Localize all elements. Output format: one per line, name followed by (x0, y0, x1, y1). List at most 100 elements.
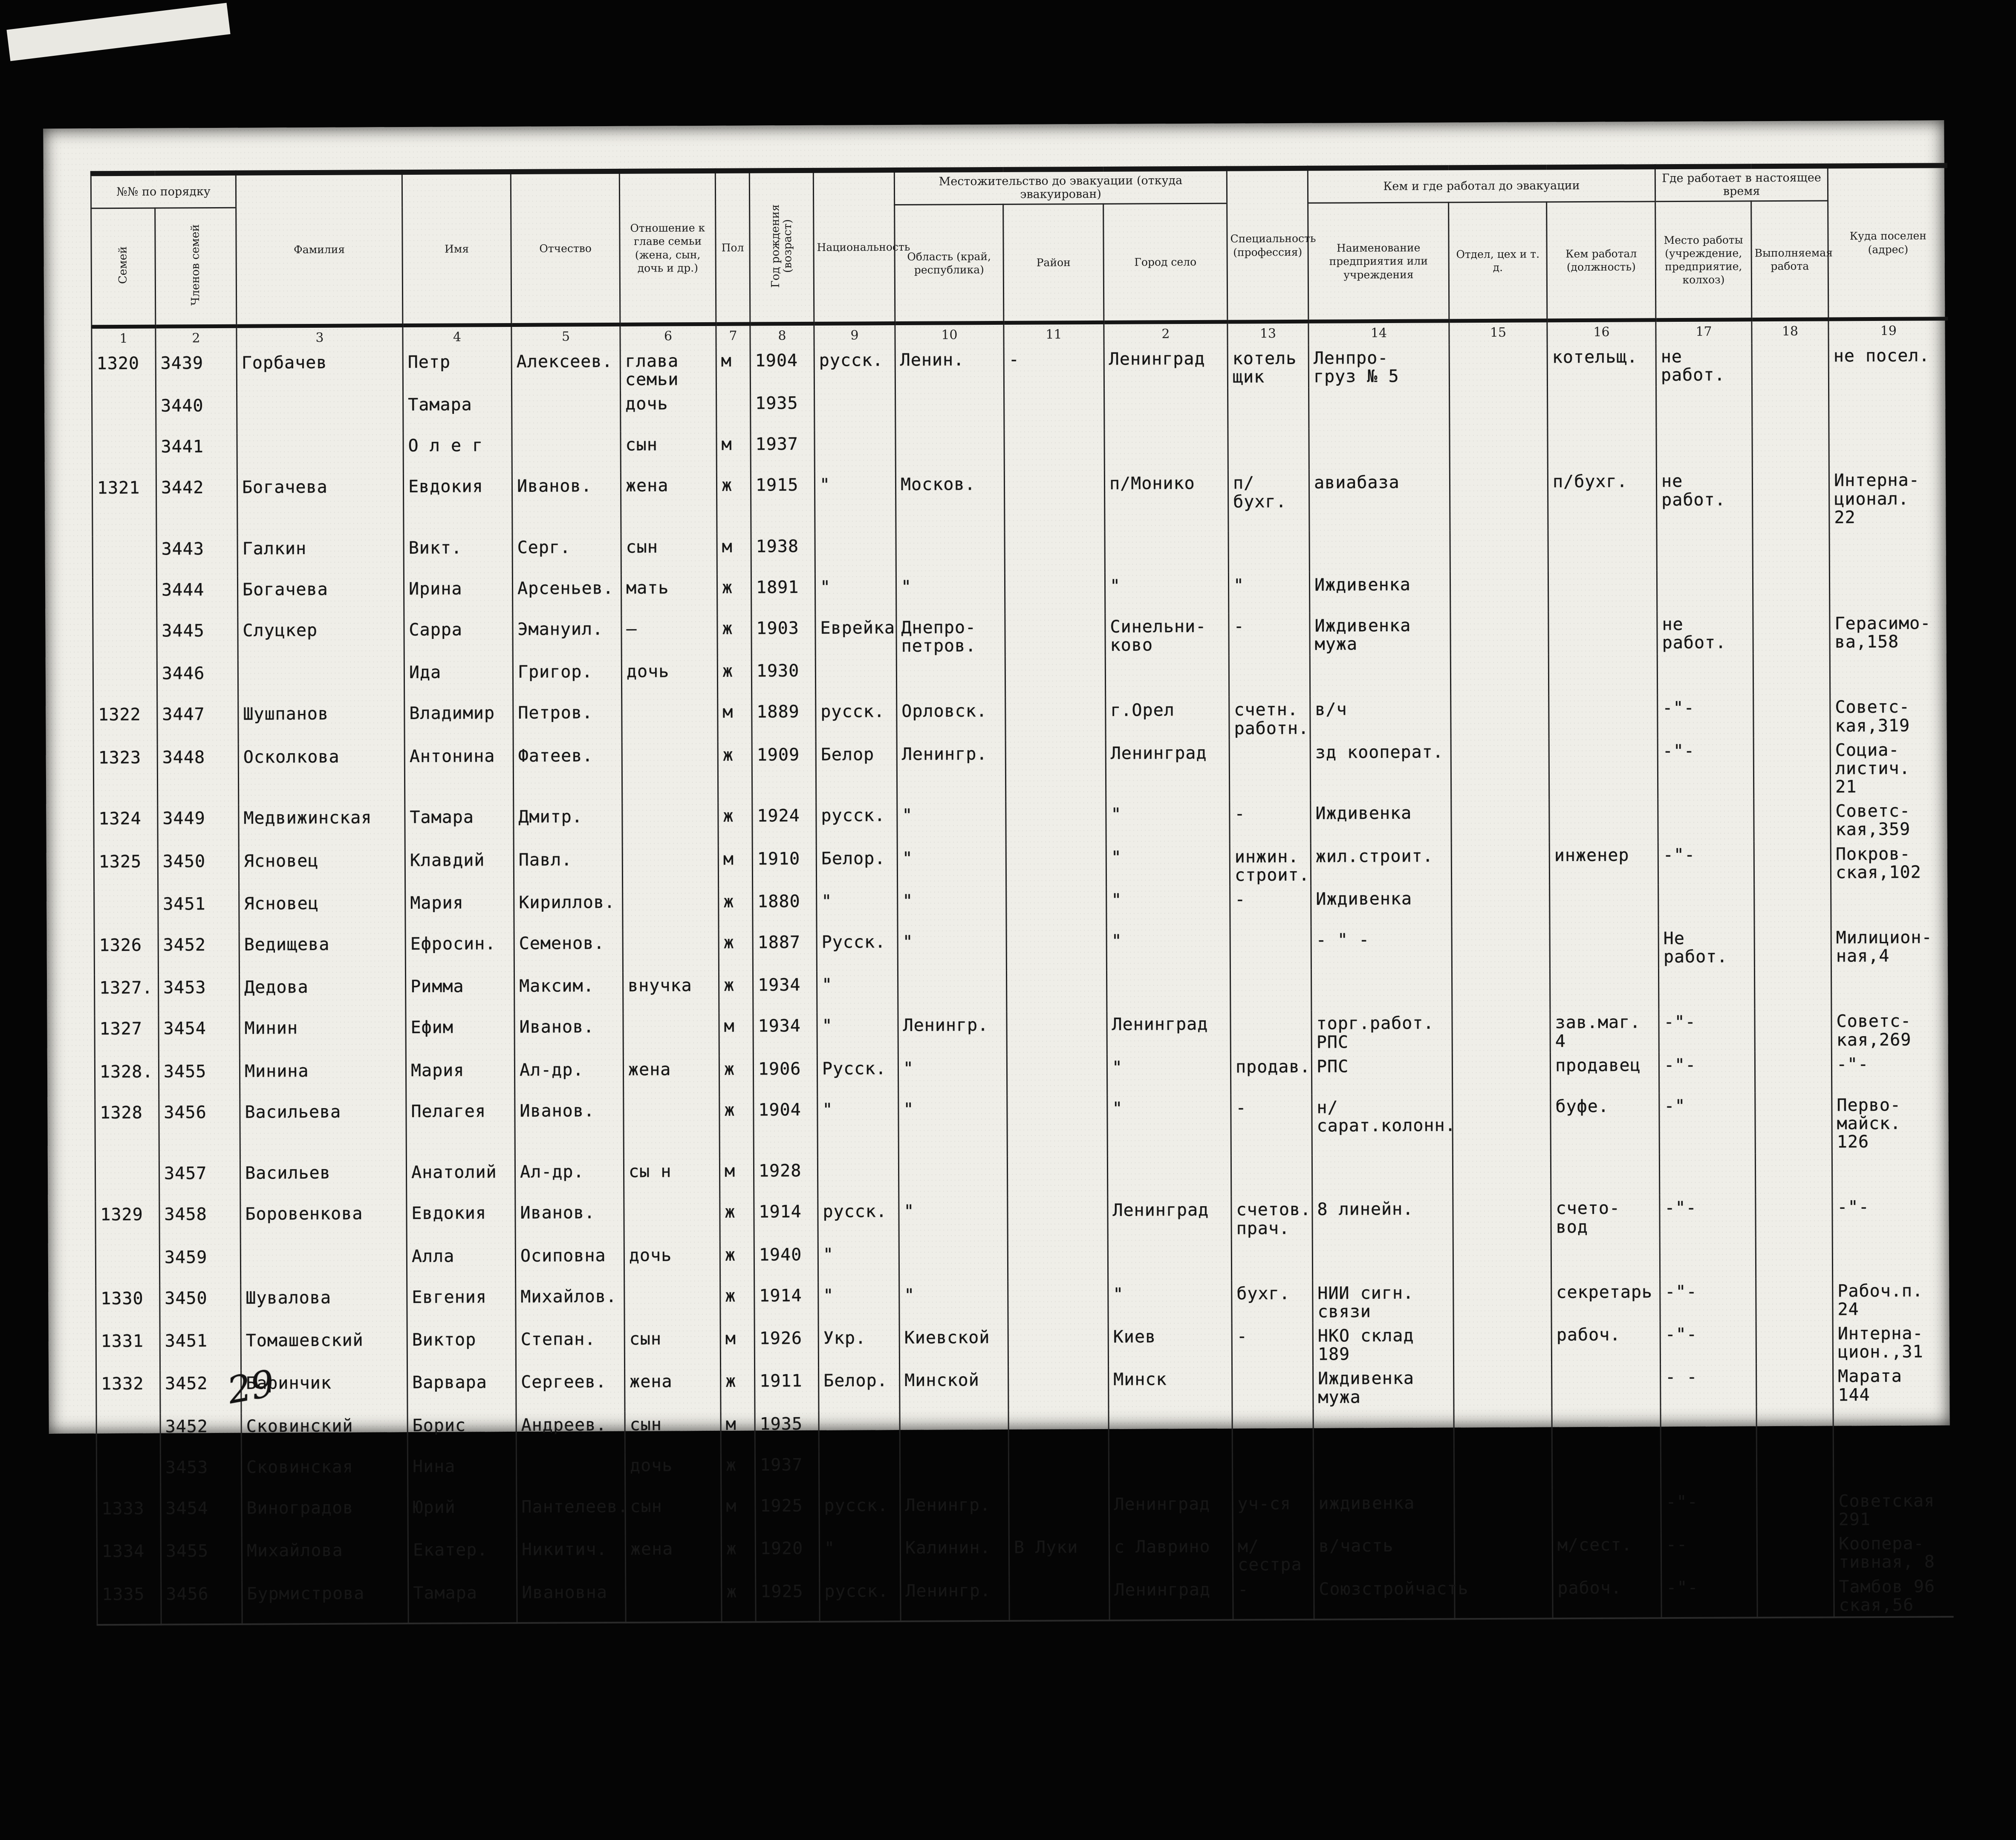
table-cell: Ведищева (239, 931, 406, 975)
table-cell: ж (718, 888, 753, 930)
table-cell (1548, 529, 1657, 571)
table-cell: 3441 (156, 433, 237, 475)
table-cell: -"- (1657, 694, 1754, 738)
table-cell: 1331 (96, 1328, 160, 1371)
table-cell: 3455 (161, 1537, 242, 1581)
table-cell: Евгения (407, 1283, 516, 1327)
table-cell: Варвара (407, 1369, 517, 1412)
table-row: 1330 3450 Шувалова Евгения Михайлов. ж 1914 " " "… (95, 1277, 1952, 1329)
table-cell: Семенов. (514, 930, 623, 973)
table-cell: Виноградов (241, 1494, 408, 1538)
registry-table: №№ по порядку Фамилия Имя Отчество Отнош… (90, 163, 1954, 1626)
table-cell: Ленпро- груз № 5 (1308, 344, 1450, 388)
table-cell (1449, 344, 1548, 387)
table-cell (1104, 388, 1228, 430)
column-number: 9 (814, 323, 895, 347)
table-cell: инжин. строит. (1230, 843, 1311, 887)
table-cell (511, 391, 621, 433)
table-cell (1454, 1407, 1552, 1449)
table-cell: русск. (819, 1492, 901, 1536)
table-cell: Кириллов. (514, 889, 623, 930)
table-cell (1658, 884, 1755, 926)
table-cell: 3445 (156, 617, 238, 661)
col-header-birth-year: Год рождения (возраст) (749, 170, 814, 324)
table-row: 3440 Тамара дочь 1935 (92, 385, 1949, 434)
table-cell: 1903 (751, 615, 816, 658)
table-cell: " (819, 1535, 901, 1578)
table-cell: - " - (1311, 926, 1452, 970)
table-cell (1453, 1195, 1551, 1239)
table-cell (237, 433, 404, 475)
column-number: 2 (1103, 322, 1228, 346)
table-cell: 3448 (157, 744, 239, 806)
table-cell: " (1107, 1054, 1231, 1095)
table-row: 1328. 3455 Минина Мария Ал-др. жена ж 1906 Русск… (95, 1050, 1951, 1100)
table-cell: Богачева (237, 576, 404, 618)
table-cell (1232, 1408, 1314, 1450)
table-cell (1552, 1448, 1661, 1490)
table-cell: ж (718, 803, 753, 846)
table-cell: Петр (403, 348, 512, 392)
table-cell: Иванов. (512, 473, 621, 534)
table-cell: -"- (1661, 1574, 1758, 1618)
table-cell: не работ. (1656, 343, 1752, 387)
table-cell: " (898, 1095, 1008, 1158)
table-cell: 3440 (156, 393, 237, 434)
table-cell (1007, 1095, 1108, 1157)
table-cell: мать (621, 574, 717, 616)
table-cell: Минской (899, 1367, 1008, 1410)
table-cell: глава семьи (620, 347, 716, 391)
table-cell (1552, 1407, 1661, 1449)
table-cell: 1335 (97, 1581, 162, 1625)
table-cell: дочь (621, 658, 718, 700)
table-body: 1320 3439 Горбачев Петр Алексеев. глава семьи… (92, 342, 1954, 1625)
table-cell: Тамара (403, 391, 512, 433)
table-cell (900, 1450, 1009, 1492)
table-cell (624, 1199, 720, 1242)
column-number: 2 (155, 326, 237, 350)
table-cell: " (898, 928, 1007, 972)
table-cell: н/сарат.колонн. (1311, 1094, 1456, 1156)
table-cell: Днепро- петров. (896, 614, 1005, 658)
table-cell: ж (716, 472, 751, 534)
table-cell (1006, 844, 1106, 887)
table-cell (1550, 968, 1659, 1010)
table-cell: Еврейка (815, 614, 897, 658)
table-cell: 1935 (750, 390, 814, 431)
table-cell: продав. (1230, 1053, 1312, 1095)
table-cell: " (816, 888, 898, 929)
table-cell (1005, 613, 1106, 657)
table-cell (622, 803, 719, 846)
table-cell (1231, 1155, 1312, 1197)
table-cell: Синельни- ково (1105, 613, 1229, 657)
table-cell: 1891 (751, 574, 815, 615)
table-row: 1333 3454 Виноградов Юрий Пантелеев. сын м 1925… (96, 1488, 1953, 1539)
table-cell: Михайлова (242, 1537, 408, 1581)
column-number: 5 (511, 324, 621, 349)
table-cell (1753, 653, 1830, 695)
table-cell: жена (625, 1536, 722, 1579)
table-cell (896, 657, 1005, 699)
table-cell (1005, 740, 1106, 802)
table-cell: " (1106, 843, 1230, 887)
table-cell: 3456 (161, 1580, 243, 1625)
table-cell: Ефросин. (405, 930, 514, 974)
table-cell (1656, 386, 1752, 428)
table-cell: п/бухг. (1548, 468, 1657, 530)
table-cell (1833, 1406, 1953, 1447)
table-cell (1753, 737, 1831, 799)
table-cell: Пантелеев. (516, 1493, 628, 1537)
table-cell: Минина (240, 1057, 406, 1099)
table-cell: 8 линейн. (1312, 1196, 1453, 1239)
table-cell: не работ. (1656, 468, 1753, 530)
table-row: 1332 3452 Баринчик Варвара Сергеев. жена ж 1911… (96, 1363, 1953, 1414)
table-cell (1656, 427, 1753, 468)
col-header-raion: Район (1003, 204, 1104, 323)
table-cell: 1925 (755, 1492, 820, 1536)
table-cell (1757, 1531, 1834, 1574)
table-cell (1452, 1009, 1551, 1053)
table-row: 3441 О л е г сын м 1937 (92, 426, 1949, 475)
table-cell (1231, 1239, 1313, 1281)
table-cell: -"- (1831, 1050, 1951, 1092)
table-cell: ж (719, 972, 753, 1014)
